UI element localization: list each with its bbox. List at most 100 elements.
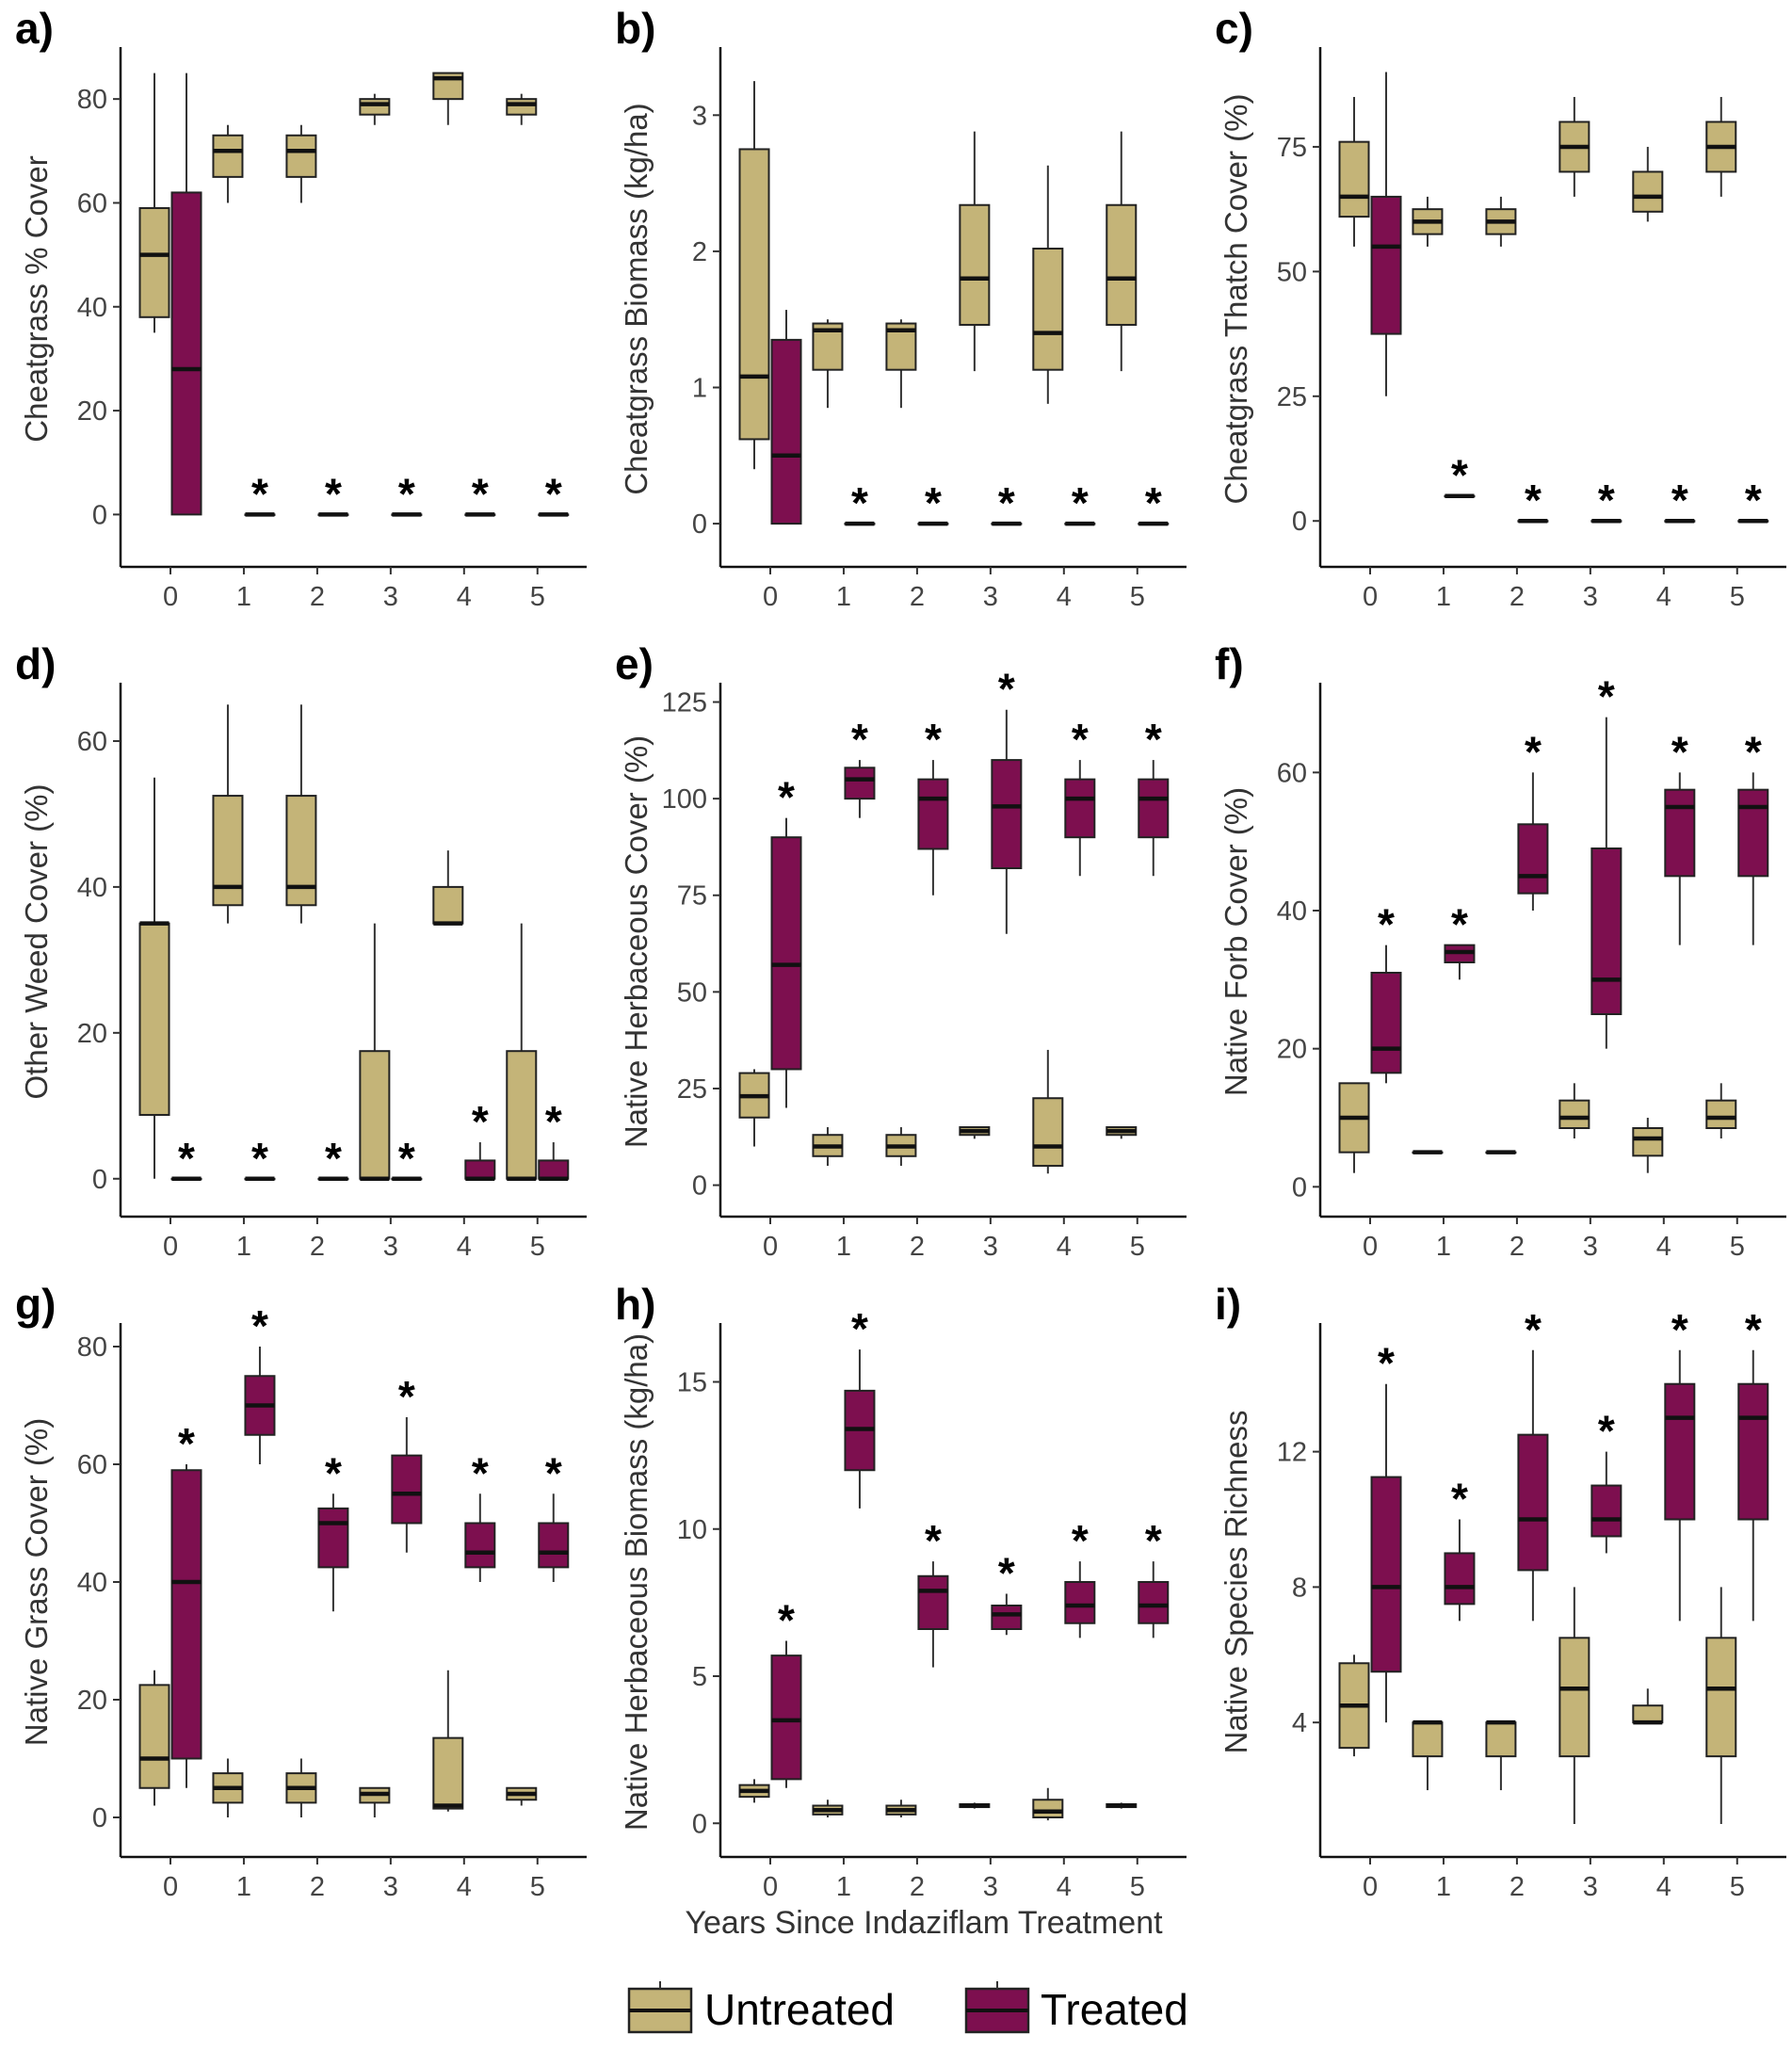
- box-iqr: [432, 885, 464, 925]
- x-tick-label: 4: [1057, 1232, 1072, 1262]
- y-tick-label: 0: [692, 1171, 707, 1202]
- x-tick-label: 1: [836, 1232, 851, 1262]
- x-tick-label: 3: [983, 582, 998, 612]
- panel-label: a): [15, 4, 54, 53]
- box-treated-1: [244, 1176, 276, 1182]
- box-treated-1: [244, 1347, 276, 1464]
- panel-f: f) 0 20 40 60 Native Forb Cover (%) 0 1 2 3 4 5 * * * *…: [1215, 639, 1786, 1262]
- x-tick-label: 2: [1509, 1872, 1525, 1902]
- box-untreated-3: [959, 131, 991, 372]
- significance-marker: *: [851, 715, 868, 764]
- legend-label-treated: Treated: [1041, 1985, 1188, 2034]
- panel-g: g) 0 20 40 60 80 Native Grass Cover (%) 0 1 2 3 4 5 *…: [15, 1280, 587, 1902]
- box-iqr: [1632, 170, 1664, 213]
- box-untreated-1: [1412, 1150, 1444, 1154]
- box-treated-0: [770, 1640, 802, 1788]
- box-treated-1: [1444, 1519, 1476, 1622]
- box-treated-1: [844, 1349, 876, 1509]
- box-iqr: [391, 1454, 423, 1525]
- y-tick-label: 0: [92, 500, 107, 530]
- box-iqr: [1664, 788, 1696, 878]
- box-untreated-4: [432, 72, 464, 125]
- y-tick-label: 0: [92, 1803, 107, 1833]
- significance-marker: *: [398, 469, 415, 518]
- x-tick-label: 3: [383, 1232, 398, 1262]
- box-treated-1: [244, 512, 276, 517]
- significance-marker: *: [1525, 1305, 1542, 1354]
- box-treated-2: [1517, 1349, 1549, 1622]
- x-tick-label: 1: [1436, 1232, 1451, 1262]
- legend-label-untreated: Untreated: [704, 1985, 895, 2034]
- box-treated-2: [317, 1176, 349, 1182]
- box-iqr: [1485, 1721, 1517, 1758]
- x-tick-label: 4: [1656, 582, 1671, 612]
- significance-marker: *: [251, 1134, 268, 1183]
- box-untreated-2: [1485, 1719, 1517, 1791]
- x-tick-label: 2: [910, 582, 925, 612]
- box-treated-5: [1138, 1561, 1170, 1638]
- y-tick-label: 0: [1292, 1172, 1307, 1203]
- box-untreated-0: [738, 1779, 770, 1803]
- box-iqr: [770, 836, 802, 1071]
- x-tick-label: 2: [910, 1872, 925, 1902]
- box-untreated-5: [506, 923, 538, 1182]
- x-tick-label: 1: [836, 1872, 851, 1902]
- y-tick-label: 8: [1292, 1573, 1307, 1603]
- significance-marker: *: [1378, 900, 1395, 949]
- box-iqr: [464, 1159, 496, 1180]
- significance-marker: *: [1451, 1474, 1468, 1523]
- y-tick-label: 40: [77, 873, 107, 903]
- panel-b: b) 0 1 2 3 Cheatgrass Biomass (kg/ha) 0 1 2 3 4 5 * *…: [615, 4, 1187, 612]
- box-iqr: [1138, 778, 1170, 839]
- box-untreated-2: [885, 1127, 917, 1167]
- box-untreated-3: [359, 1786, 391, 1817]
- x-tick-label: 5: [530, 1872, 545, 1902]
- y-axis-title: Native Species Richness: [1219, 1411, 1253, 1754]
- box-treated-0: [1370, 72, 1402, 396]
- significance-marker: *: [251, 1301, 268, 1350]
- x-tick-label: 5: [1730, 1872, 1745, 1902]
- box-untreated-0: [138, 73, 170, 333]
- box-iqr: [917, 1574, 949, 1630]
- significance-marker: *: [472, 1448, 489, 1497]
- x-tick-label: 2: [910, 1232, 925, 1262]
- box-iqr: [991, 1605, 1023, 1630]
- significance-marker: *: [1525, 727, 1542, 776]
- significance-marker: *: [1145, 478, 1162, 527]
- significance-marker: *: [1072, 1516, 1089, 1565]
- significance-marker: *: [998, 1549, 1015, 1598]
- box-iqr: [1558, 1637, 1590, 1758]
- y-tick-label: 50: [1277, 257, 1307, 287]
- box-treated-2: [917, 760, 949, 896]
- significance-marker: *: [398, 1134, 415, 1183]
- x-tick-label: 5: [1130, 582, 1145, 612]
- box-treated-2: [1517, 518, 1549, 524]
- box-iqr: [464, 1522, 496, 1569]
- box-treated-5: [1138, 521, 1170, 526]
- box-iqr: [138, 206, 170, 318]
- box-iqr: [991, 759, 1023, 870]
- box-treated-4: [1664, 772, 1696, 945]
- x-tick-label: 5: [1130, 1232, 1145, 1262]
- significance-marker: *: [1671, 1305, 1688, 1354]
- y-tick-label: 60: [77, 1450, 107, 1480]
- box-treated-1: [844, 521, 876, 526]
- significance-marker: *: [851, 478, 868, 527]
- y-axis-title: Other Weed Cover (%): [19, 784, 54, 1100]
- y-tick-label: 10: [677, 1515, 707, 1545]
- x-tick-label: 0: [763, 1232, 778, 1262]
- panel-label: i): [1215, 1280, 1241, 1329]
- y-axis-title: Native Herbaceous Biomass (kg/ha): [619, 1333, 654, 1831]
- box-iqr: [1590, 847, 1622, 1015]
- box-untreated-4: [1632, 1118, 1664, 1173]
- significance-marker: *: [925, 715, 942, 764]
- significance-marker: *: [325, 469, 342, 518]
- box-treated-0: [170, 1176, 202, 1182]
- box-treated-3: [1590, 717, 1622, 1049]
- box-iqr: [1370, 1476, 1402, 1673]
- y-tick-label: 40: [77, 1568, 107, 1598]
- x-tick-label: 5: [1730, 1232, 1745, 1262]
- panel-d: d) 0 20 40 60 Other Weed Cover (%) 0 1 2 3 4 5 * * * * *…: [15, 639, 587, 1262]
